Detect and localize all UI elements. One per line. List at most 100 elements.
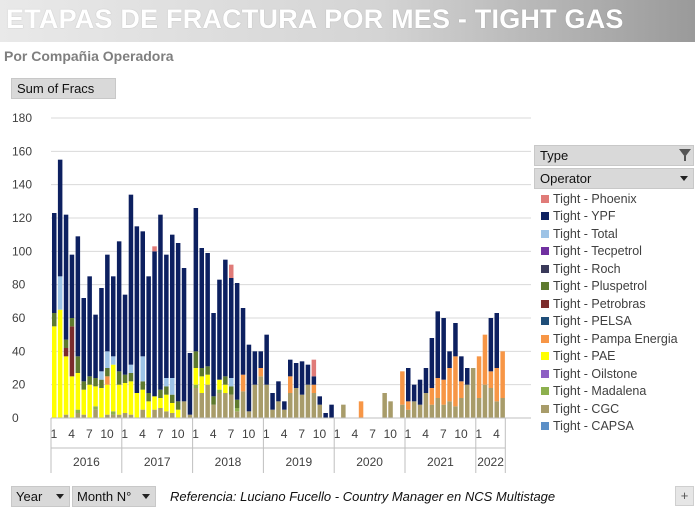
bar-segment — [170, 378, 175, 395]
legend-item: Tight - Tecpetrol — [541, 243, 678, 261]
bar-segment — [134, 393, 140, 418]
year-label: 2022 — [477, 455, 504, 469]
expand-plus-button[interactable]: + — [675, 486, 694, 506]
bar-segment — [193, 351, 199, 368]
legend-swatch — [541, 317, 549, 326]
bar-segment — [288, 359, 293, 377]
bar-segment — [63, 339, 69, 348]
bar-segment — [482, 334, 488, 385]
x-tick-label: 4 — [139, 427, 146, 441]
x-tick-label: 4 — [352, 427, 359, 441]
type-filter-label: Type — [540, 148, 569, 163]
bar-segment — [81, 298, 86, 382]
bar-segment — [93, 386, 98, 407]
bar-segment — [205, 374, 210, 385]
bar-segment — [52, 326, 57, 418]
bar-segment — [453, 356, 458, 407]
bar-segment — [240, 374, 246, 392]
legend-label: Tight - Phoenix — [553, 191, 637, 206]
bar-segment — [382, 393, 387, 418]
bar-segment — [122, 413, 128, 418]
legend-swatch — [541, 282, 549, 291]
legend-swatch — [541, 334, 549, 343]
bar-segment — [87, 276, 92, 377]
x-tick-label: 10 — [171, 427, 185, 441]
legend-item: Tight - Total — [541, 225, 678, 243]
x-tick-label: 7 — [440, 427, 447, 441]
bar-segment — [111, 364, 116, 412]
y-tick-label: 0 — [12, 411, 19, 425]
bar-segment — [282, 409, 287, 418]
sum-of-fracs-field-button[interactable]: Sum of Fracs — [11, 78, 116, 99]
y-tick-label: 180 — [12, 111, 32, 125]
x-tick-label: 1 — [263, 427, 270, 441]
bar-segment — [205, 253, 210, 367]
legend-swatch — [541, 352, 549, 361]
bar-segment — [69, 326, 75, 377]
bar-segment — [134, 226, 140, 393]
type-filter-button[interactable]: Type — [534, 145, 694, 166]
y-tick-label: 160 — [12, 144, 32, 158]
x-tick-label: 1 — [334, 427, 341, 441]
bar-segment — [128, 364, 134, 373]
y-tick-label: 80 — [12, 278, 26, 292]
year-label: 2018 — [215, 455, 242, 469]
year-field-button[interactable]: Year — [11, 486, 70, 507]
month-field-button[interactable]: Month N° — [72, 486, 156, 507]
bar-segment — [146, 401, 151, 418]
bar-segment — [494, 313, 499, 368]
bar-segment — [305, 384, 311, 418]
bar-segment — [105, 254, 110, 352]
bar-segment — [282, 401, 287, 410]
bar-segment — [217, 279, 222, 380]
dropdown-arrow-icon — [680, 176, 688, 181]
bar-segment — [57, 276, 63, 310]
bar-segment — [122, 294, 128, 375]
bar-segment — [447, 368, 452, 402]
bar-segment — [299, 394, 305, 418]
legend-item: Tight - CAPSA — [541, 418, 678, 436]
bar-segment — [311, 359, 317, 377]
bar-segment — [199, 393, 204, 418]
bar-segment — [81, 389, 86, 415]
bar-segment — [193, 368, 199, 385]
operator-filter-button[interactable]: Operator — [534, 168, 694, 189]
bar-segment — [435, 378, 440, 398]
bar-segment — [164, 386, 169, 395]
x-tick-label: 10 — [384, 427, 398, 441]
y-tick-label: 40 — [12, 344, 26, 358]
bar-segment — [258, 351, 263, 368]
bar-segment — [105, 376, 110, 385]
legend-label: Tight - Tecpetrol — [553, 244, 642, 259]
bar-segment — [152, 396, 157, 410]
bar-segment — [175, 243, 181, 402]
legend-label: Tight - PELSA — [553, 314, 632, 329]
bar-segment — [358, 401, 364, 418]
bar-segment — [406, 368, 411, 402]
bar-segment — [181, 268, 187, 402]
bar-segment — [116, 371, 122, 385]
bar-segment — [99, 379, 104, 388]
x-tick-label: 7 — [369, 427, 376, 441]
bar-segment — [75, 409, 81, 413]
x-tick-label: 1 — [475, 427, 482, 441]
bar-segment — [435, 398, 440, 418]
bar-segment — [93, 314, 98, 378]
bar-segment — [128, 373, 134, 382]
legend-swatch — [541, 194, 549, 203]
bar-segment — [447, 351, 452, 368]
legend-swatch — [541, 299, 549, 308]
bar-segment — [146, 276, 151, 393]
bar-segment — [63, 348, 69, 357]
bar-segment — [181, 401, 187, 418]
bar-segment — [111, 356, 116, 365]
bar-segment — [128, 194, 134, 365]
bar-segment — [252, 384, 258, 418]
bar-segment — [311, 393, 317, 418]
bar-segment — [63, 414, 69, 418]
bar-segment — [158, 214, 163, 390]
bar-segment — [488, 371, 494, 388]
bar-segment — [105, 384, 110, 415]
bar-segment — [293, 363, 299, 388]
